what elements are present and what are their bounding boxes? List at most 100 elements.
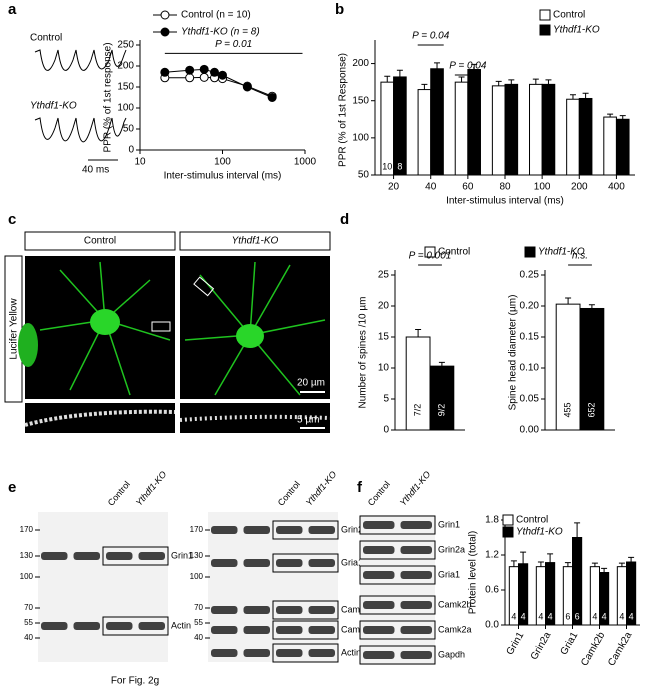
x-tick-label: 400 [608,182,625,193]
mw-marker: 40 [24,633,33,642]
band [276,649,303,657]
error-bar [618,562,625,567]
band-box [272,620,339,640]
n-label: 8 [397,161,402,171]
band [211,559,238,567]
band [400,601,432,609]
band [400,521,432,529]
x-axis-label: Inter-stimulus interval (ms) [446,196,564,207]
y-tick-label: 1.2 [485,550,499,561]
mw-marker: 40 [194,633,203,642]
soma [18,323,38,367]
panel-letter: f [357,479,363,496]
band [400,546,432,554]
y-tick-label: 0.25 [520,270,540,281]
y-axis-label: Spine head diameter (µm) [508,295,519,411]
error-bar [569,94,576,100]
x-tick-label: 200 [571,182,588,193]
band [211,606,238,614]
band-label: Grin2a [438,544,465,554]
error-bar [458,76,465,83]
band [211,626,238,634]
error-bar [537,561,544,567]
trace [34,117,127,143]
roi-box [151,321,171,332]
y-tick-label: 100 [352,132,369,143]
y-tick-label: 15 [378,332,390,343]
point [210,67,220,77]
y-tick-label: 10 [378,363,390,374]
error-bar [532,78,539,85]
legend-marker [160,27,170,37]
band [400,651,432,659]
x-axis-label: Inter-stimulus interval (ms) [164,171,282,182]
bar [578,97,593,176]
mw-marker: 55 [24,618,33,627]
legend-label: Ythdf1-KO (n = 8) [181,27,260,38]
legend-label: Ythdf1-KO [516,527,563,538]
error-bar [471,63,478,70]
x-tick-label: Gria1 [559,630,581,657]
trace-label: Control [30,33,62,44]
header-box [24,231,176,251]
mw-marker: 55 [194,618,203,627]
n-label: 7/2 [412,404,422,417]
bar [566,98,580,176]
error-bar [564,562,571,567]
y-tick-label: 0.00 [520,425,540,436]
dendrite-image [25,403,175,433]
n-label: 4 [619,611,624,621]
dendrite [179,414,331,422]
scale-label: 40 ms [82,165,109,176]
band [106,552,133,560]
band-label: Grin1 [171,550,193,560]
bar [454,81,469,176]
point [218,70,227,80]
band-box [102,546,169,566]
band [243,526,270,534]
error-bar [510,560,517,567]
error-bar [495,80,502,86]
dendrite [24,409,176,427]
error-bar [415,329,422,337]
x-tick-label: 40 [425,182,437,193]
n-label: 4 [511,611,516,621]
panel-letter: d [340,211,349,228]
mw-marker: 170 [190,525,204,534]
band-label: Gapdh [438,649,465,659]
band [363,626,395,634]
n-label: 4 [521,611,526,621]
legend-label: Control (n = 10) [181,10,251,21]
bar [541,83,556,176]
band [363,546,395,554]
lane-label: Control [106,479,132,508]
y-tick-label: 20 [378,301,390,312]
panel-letter: c [8,211,16,228]
x-tick-label: 80 [499,182,511,193]
point [185,65,195,75]
band [243,559,270,567]
mw-marker: 130 [20,551,34,560]
band-box [272,553,339,573]
annotation: P = 0.04 [449,61,487,72]
soma [236,324,264,348]
error-bar [619,115,626,120]
n-label: 10 [382,161,392,171]
band-box [102,616,169,636]
y-axis-label: Number of spines /10 µm [358,297,369,409]
band-box [359,540,436,560]
x-tick-label: Grin1 [505,630,527,657]
bar [430,68,444,176]
band [363,521,395,529]
legend-swatch [502,514,514,526]
band-label: Camk2b [341,604,375,614]
y-tick-label: 50 [123,124,135,135]
stain-label: Lucifer Yellow [9,298,20,360]
caption: For Fig. 2g [111,676,159,687]
legend-swatch [539,24,551,36]
band [308,649,335,657]
band [276,526,303,534]
x-tick-label: 100 [534,182,551,193]
annotation: P = 0.01 [215,39,252,50]
bar [429,365,455,431]
